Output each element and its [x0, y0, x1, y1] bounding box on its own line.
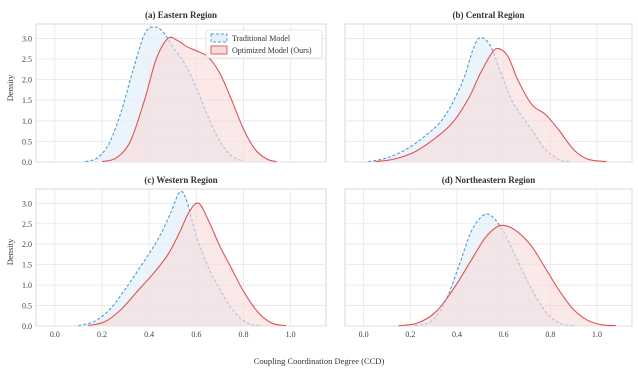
y-tick-label: 0.0	[22, 322, 32, 331]
panel-3: 0.0 0.5 1.0 1.5 2.0 2.5 3.0 0.0 0.2 0.4 0.6 0.8 1.0 (…	[22, 175, 327, 339]
panel-4: 0.0 0.2 0.4 0.6 0.8 1.0 (d) Northeastern Regio…	[344, 175, 633, 339]
x-tick-label: 0.8	[238, 330, 248, 339]
optimized-line	[398, 224, 616, 327]
optimized-line	[101, 36, 277, 163]
y-tick-label: 2.0	[22, 240, 32, 249]
x-tick-label: 0.4	[144, 330, 154, 339]
panel-title: (b) Central Region	[453, 10, 525, 20]
y-tick-label: 2.0	[22, 76, 32, 85]
panel-title: (c) Western Region	[144, 175, 217, 185]
y-tick-label: 2.5	[22, 55, 32, 64]
y-tick-label: 0.5	[22, 302, 32, 311]
y-tick-label: 3.0	[22, 199, 32, 208]
panel-title: (d) Northeastern Region	[442, 175, 536, 185]
panel-2: (b) Central Region	[344, 10, 633, 163]
optimized-area	[398, 225, 616, 326]
y-tick-label: 2.5	[22, 220, 32, 229]
optimized-line	[375, 47, 607, 163]
x-tick-label: 0.6	[191, 330, 201, 339]
x-tick-label: 1.0	[286, 330, 296, 339]
y-tick-label: 1.0	[22, 117, 32, 126]
x-axis-label: Coupling Coordination Degree (CCD)	[254, 356, 385, 366]
x-tick-label: 0.0	[50, 330, 60, 339]
legend-swatch-traditional	[210, 33, 228, 43]
y-tick-label: 0.5	[22, 137, 32, 146]
x-tick-label: 0.8	[545, 330, 555, 339]
optimized-area	[87, 203, 286, 326]
panel-title: (a) Eastern Region	[145, 10, 217, 20]
optimized-area	[102, 37, 277, 162]
panel-1: 0.0 0.5 1.0 1.5 2.0 2.5 3.0 (a) Eastern Region T…	[22, 10, 327, 167]
x-tick-label: 1.0	[592, 330, 602, 339]
legend-label-traditional: Traditional Model	[232, 34, 291, 43]
x-tick-label: 0.2	[97, 330, 107, 339]
y-tick-label: 1.5	[22, 96, 32, 105]
optimized-line	[87, 202, 286, 327]
optimized-area	[375, 48, 607, 162]
legend-label-optimized: Optimized Model (Ours)	[232, 46, 312, 55]
y-axis-label-top: Density	[5, 74, 15, 101]
y-tick-label: 3.0	[22, 34, 32, 43]
x-tick-label: 0.2	[405, 330, 415, 339]
y-axis-label-bottom: Density	[5, 238, 15, 265]
legend-box	[205, 29, 323, 59]
y-tick-label: 1.5	[22, 261, 32, 270]
x-tick-label: 0.4	[452, 330, 462, 339]
chart-panels: 0.0 0.5 1.0 1.5 2.0 2.5 3.0 (a) Eastern Region T…	[22, 10, 633, 339]
legend: Traditional Model Optimized Model (Ours)	[205, 29, 323, 59]
y-tick-label: 1.0	[22, 281, 32, 290]
legend-swatch-optimized	[210, 45, 228, 55]
x-tick-label: 0.0	[359, 330, 369, 339]
x-tick-label: 0.6	[499, 330, 509, 339]
y-tick-label: 0.0	[22, 158, 32, 167]
